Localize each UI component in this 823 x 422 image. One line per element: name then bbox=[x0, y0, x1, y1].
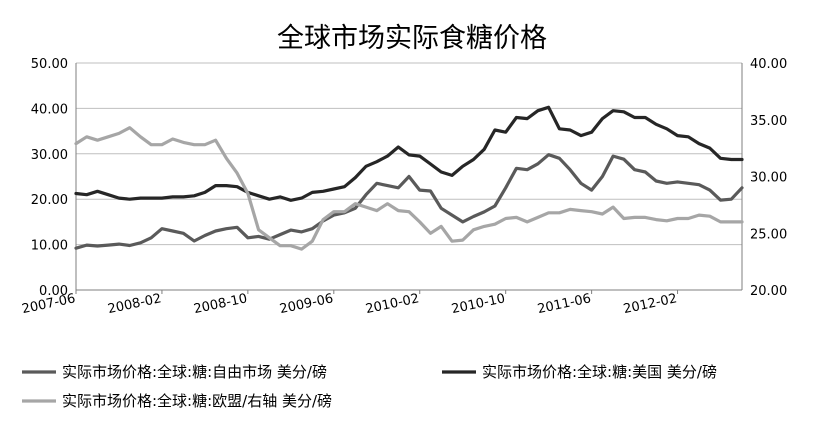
y-left-tick-label: 0.00 bbox=[39, 284, 68, 299]
x-tick-label: 2010-10 bbox=[450, 291, 506, 317]
series-line-1 bbox=[74, 153, 744, 250]
y-left-tick-label: 50.00 bbox=[31, 57, 68, 72]
axes bbox=[75, 63, 743, 294]
chart-title: 全球市场实际食糖价格 bbox=[277, 23, 547, 54]
series-lines bbox=[74, 105, 744, 251]
x-tick-label: 2012-02 bbox=[622, 291, 678, 317]
legend-label-1: 实际市场价格:全球:糖:自由市场 美分/磅 bbox=[62, 363, 327, 381]
y-right-tick-label: 35.00 bbox=[750, 114, 787, 129]
y-right-tick-label: 25.00 bbox=[750, 227, 787, 242]
legend-label-2: 实际市场价格:全球:糖:美国 美分/磅 bbox=[482, 363, 717, 381]
legend-label-3: 实际市场价格:全球:糖:欧盟/右轴 美分/磅 bbox=[62, 392, 332, 410]
x-tick-label: 2010-02 bbox=[364, 291, 420, 317]
y-left-tick-label: 30.00 bbox=[31, 148, 68, 163]
tick-labels: 0.00 10.00 20.00 30.00 40.00 50.00 20.00 25.00 3… bbox=[21, 57, 788, 317]
y-left-tick-label: 20.00 bbox=[31, 193, 68, 208]
x-tick-label: 2008-10 bbox=[192, 291, 248, 317]
series-line-2 bbox=[74, 105, 744, 202]
y-left-tick-label: 40.00 bbox=[31, 102, 68, 117]
y-left-tick-label: 10.00 bbox=[31, 239, 68, 254]
x-tick-label: 2008-02 bbox=[107, 291, 163, 317]
y-right-tick-label: 20.00 bbox=[750, 284, 787, 299]
legend: 实际市场价格:全球:糖:自由市场 美分/磅 实际市场价格:全球:糖:美国 美分/磅… bbox=[22, 363, 717, 410]
x-tick-label: 2009-06 bbox=[278, 291, 334, 317]
y-right-tick-label: 30.00 bbox=[750, 171, 787, 186]
y-right-tick-label: 40.00 bbox=[750, 57, 787, 72]
series-line-3 bbox=[74, 126, 744, 251]
x-tick-label: 2011-06 bbox=[536, 291, 592, 317]
